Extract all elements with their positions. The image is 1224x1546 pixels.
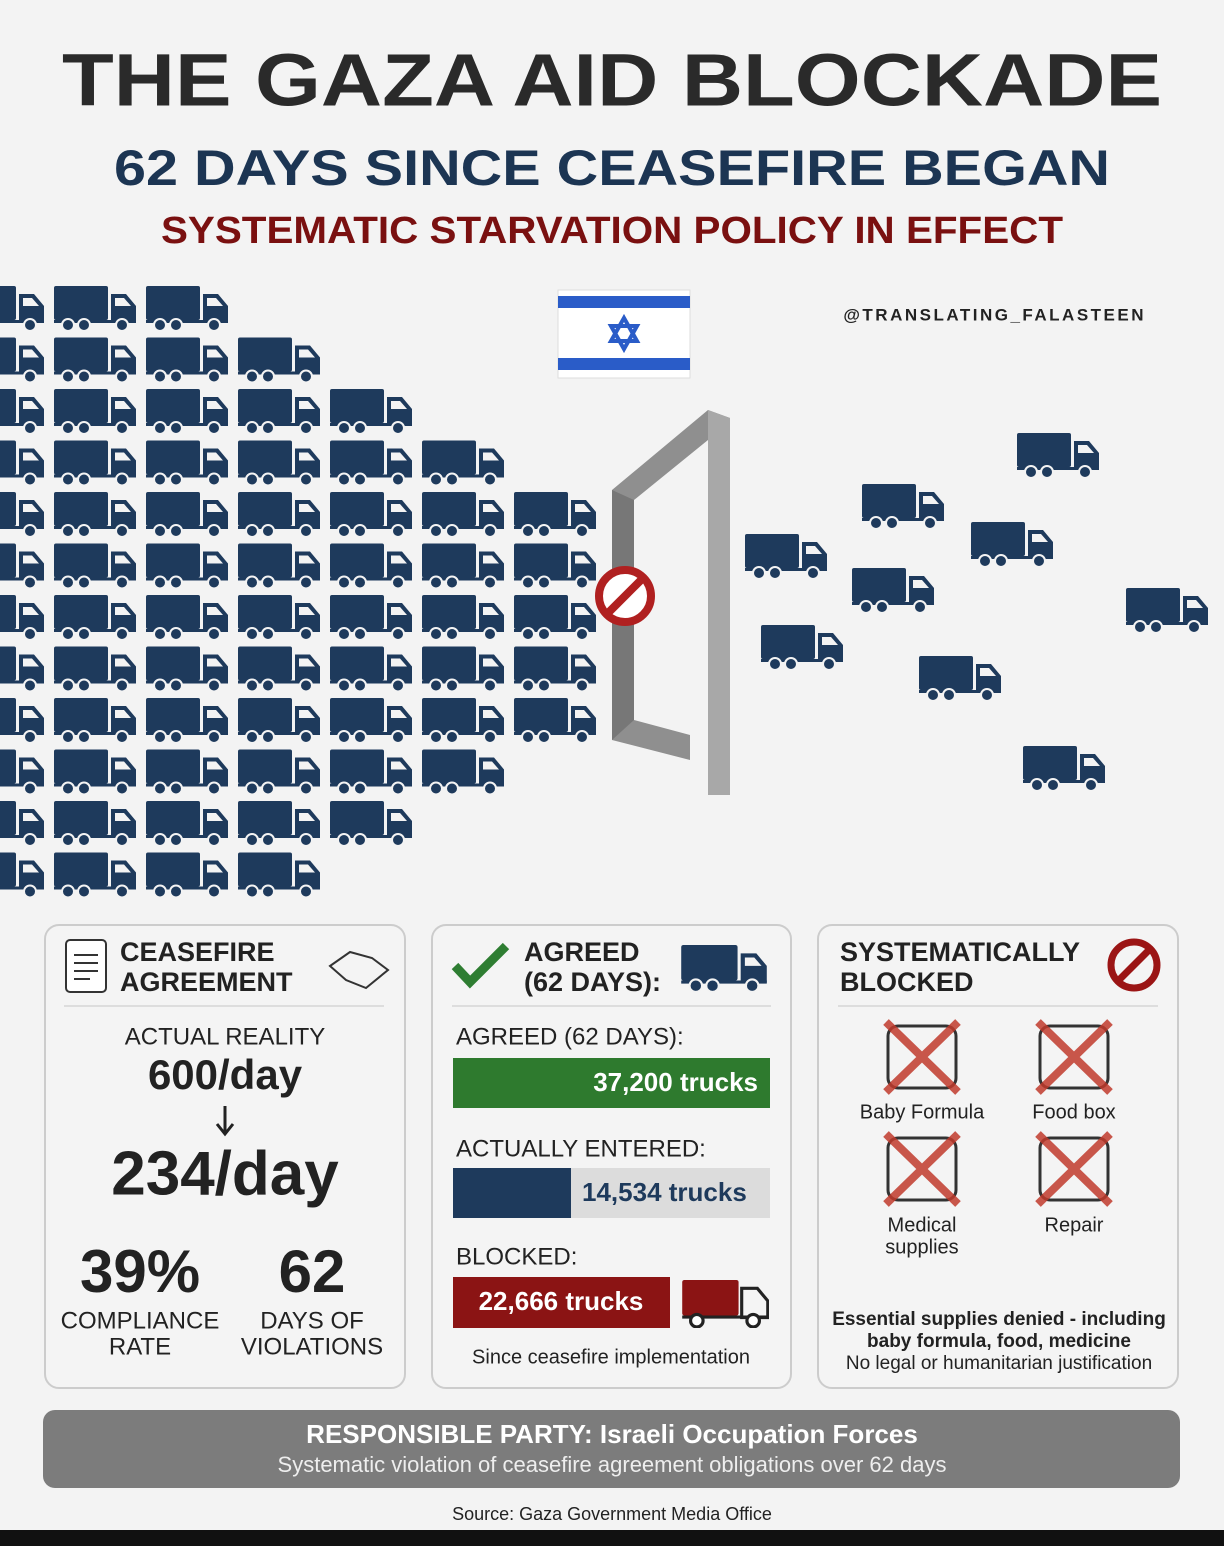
item-icon (1038, 1136, 1110, 1202)
stat-value: 39% (80, 1238, 200, 1305)
stat-label: RATE (109, 1333, 171, 1360)
source: Source: Gaza Government Media Office (452, 1504, 772, 1524)
item-icon (886, 1024, 958, 1090)
bottom-strip (0, 1530, 1224, 1546)
actual-rate: 234/day (111, 1139, 339, 1208)
panel-heading: CEASEFIRE (120, 937, 275, 967)
row-value: 14,534 trucks (582, 1177, 747, 1207)
item-label: Medical (888, 1214, 957, 1236)
item-label: supplies (885, 1236, 958, 1258)
subtitle: 62 DAYS SINCE CEASEFIRE BEGAN (114, 140, 1110, 196)
reality-label: ACTUAL REALITY (125, 1023, 326, 1050)
item-label: Food box (1032, 1101, 1115, 1123)
cross-mark (1035, 1019, 1113, 1095)
gate (595, 410, 730, 795)
responsible-line: RESPONSIBLE PARTY: Israeli Occupation Fo… (306, 1419, 918, 1449)
row-label: AGREED (62 DAYS): (456, 1023, 684, 1050)
stat-label: COMPLIANCE (61, 1307, 220, 1334)
tagline: SYSTEMATIC STARVATION POLICY IN EFFECT (161, 210, 1063, 252)
footer: RESPONSIBLE PARTY: Israeli Occupation Fo… (43, 1410, 1180, 1488)
footer-party: Israeli Occupation Forces (600, 1419, 918, 1449)
stat-value: 62 (279, 1238, 346, 1305)
panel-heading: (62 DAYS): (524, 967, 661, 997)
panel-note: Essential supplies denied - including (832, 1309, 1166, 1330)
panel-agreed: AGREED (62 DAYS): AGREED (62 DAYS): 37,2… (431, 924, 792, 1389)
item-label: Repair (1045, 1214, 1104, 1236)
cross-mark (883, 1019, 961, 1095)
flag (557, 289, 691, 379)
item-icon (886, 1136, 958, 1202)
row-value: 37,200 trucks (593, 1067, 758, 1097)
panel-blocked: SYSTEMATICALLY BLOCKED Baby Formula Food … (817, 924, 1179, 1389)
agreed-bar (453, 1058, 770, 1108)
panel-heading: BLOCKED (840, 967, 974, 997)
row-label: ACTUALLY ENTERED: (456, 1135, 706, 1162)
footer-detail: Systematic violation of ceasefire agreem… (278, 1452, 947, 1477)
cross-mark (883, 1131, 961, 1207)
item-label: Baby Formula (860, 1101, 985, 1123)
panel-ceasefire: CEASEFIRE AGREEMENT ACTUAL REALITY 600/d… (44, 924, 406, 1389)
row-value: 22,666 trucks (479, 1286, 644, 1316)
panel-note: Since ceasefire implementation (472, 1346, 750, 1368)
title: THE GAZA AID BLOCKADE (62, 39, 1162, 122)
blocked-bar (453, 1277, 670, 1328)
row-label: BLOCKED: (456, 1243, 577, 1270)
cross-mark (1035, 1131, 1113, 1207)
panel-heading: SYSTEMATICALLY (840, 937, 1080, 967)
stat-label: DAYS OF (260, 1307, 364, 1334)
item-icon (1038, 1024, 1110, 1090)
handle: @TRANSLATING_FALASTEEN (843, 305, 1146, 324)
entered-bar (453, 1168, 571, 1218)
footer-label: RESPONSIBLE PARTY: (306, 1419, 593, 1449)
panel-heading: AGREEMENT (120, 967, 293, 997)
agreed-rate: 600/day (148, 1051, 303, 1098)
panel-heading: AGREED (524, 937, 640, 967)
stat-label: VIOLATIONS (241, 1333, 383, 1360)
panel-note: No legal or humanitarian justification (846, 1353, 1152, 1374)
panel-note: baby formula, food, medicine (867, 1331, 1131, 1352)
